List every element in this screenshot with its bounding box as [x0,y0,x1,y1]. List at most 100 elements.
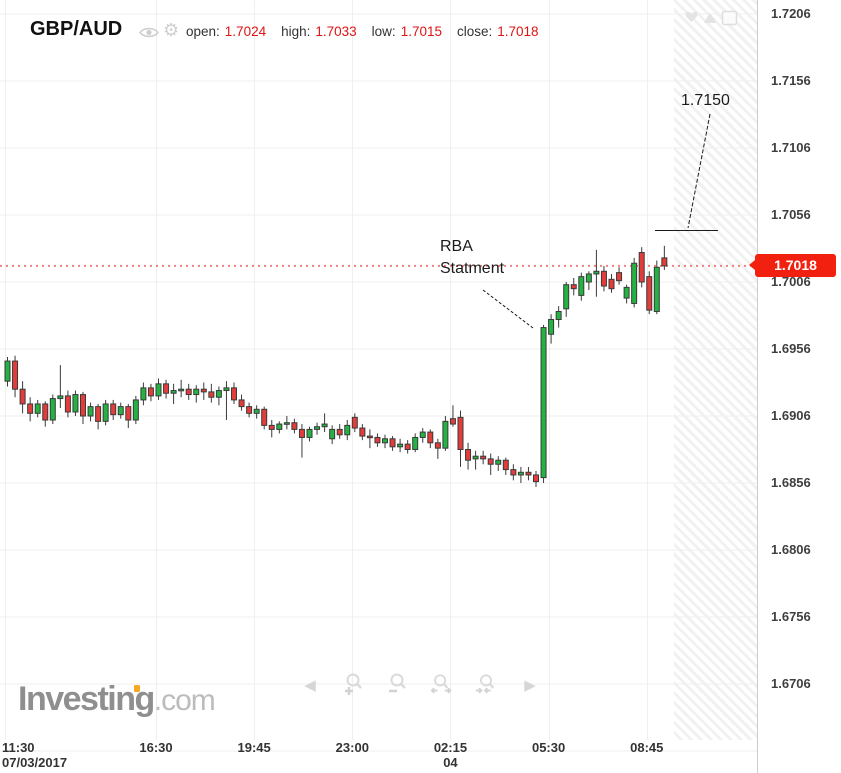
time-axis-label: 23:00 [335,740,369,755]
candle [276,423,283,430]
candle [208,391,215,398]
price-axis-label: 1.7106 [771,140,811,155]
candle [268,424,275,430]
candle [238,399,245,408]
time-axis-label: 02:15 04 [433,740,468,770]
rba-statement-annotation[interactable]: RBA Statment [440,238,505,277]
candle [517,471,524,476]
candle [110,403,117,416]
ohlc-high: high: 1.7033 [281,24,357,39]
candle [351,416,358,429]
candle [638,252,645,283]
zoom-contract-range-icon[interactable] [474,672,498,698]
candle [389,438,396,448]
zoom-out-icon[interactable] [386,672,410,698]
candle [480,455,487,460]
candle [374,436,381,444]
candle [231,387,237,401]
target-price-annotation[interactable]: 1.7150 [681,92,730,109]
candle [314,426,321,430]
candle [19,388,26,405]
candle [42,403,49,421]
candle [200,388,207,393]
pan-left-icon[interactable]: ◀ [304,676,316,694]
arrow-up-icon[interactable] [702,11,718,30]
candle [49,398,56,421]
chart-corner-controls [684,10,738,31]
price-axis-label: 1.7206 [771,6,811,21]
candle [321,423,328,428]
candle [359,427,366,437]
candle [427,431,434,444]
ohlc-close: close: 1.7018 [456,24,539,39]
candle [163,383,170,394]
candle [585,273,592,283]
heart-icon[interactable] [684,11,699,30]
candle [540,327,547,479]
candle [502,459,509,471]
candle [147,387,154,397]
candle [125,406,132,421]
candle [555,310,562,321]
candle [442,420,449,449]
candle [261,408,268,426]
gear-icon[interactable]: ⚙ [163,20,180,41]
candle [623,286,630,299]
time-axis-label: 19:45 [237,740,271,755]
symbol-title: GBP/AUD [30,18,123,40]
candle [578,276,585,296]
candle [34,403,41,414]
candle [487,458,494,465]
candle [533,474,539,483]
candle [155,383,162,397]
price-axis-label: 1.6756 [771,609,811,624]
candle [397,443,404,448]
candle [382,438,388,444]
candle [653,266,660,312]
candle [72,394,79,413]
candle [608,278,615,290]
candle [12,360,19,390]
candle [4,360,11,382]
candle [140,387,147,401]
candle [495,459,502,465]
time-axis-label: 08:45 [630,740,664,755]
candle [193,388,200,396]
candle [223,387,230,392]
candle [510,469,517,476]
gridlines [0,0,757,752]
eye-icon[interactable] [138,26,160,44]
expand-square-icon[interactable] [721,10,738,31]
candle [593,270,600,275]
candle [253,408,260,414]
candle [616,272,623,282]
candle [472,455,479,460]
logo-text: Investing [18,680,155,718]
zoom-in-icon[interactable] [342,672,366,698]
price-axis-label: 1.6806 [771,542,811,557]
candle [95,406,102,422]
candle [525,471,532,476]
candle [57,395,64,400]
candle [465,449,472,461]
candle [298,428,305,438]
candle [570,284,577,290]
candle [646,276,653,311]
candle [366,435,373,439]
candlestick-chart[interactable] [0,0,757,773]
price-axis-border [757,0,758,773]
zoom-expand-range-icon[interactable] [430,672,454,698]
investing-watermark: Investing.com [18,680,216,719]
chart-toolbar: ◀ [298,672,542,698]
candle [329,428,336,440]
time-axis-sublabel: 07/03/2017 [2,755,68,770]
chart-header: GBP/AUD ⚙ open: 1.7024 high: 1.7033 low:… [0,0,757,48]
time-axis-sublabel: 04 [443,755,458,770]
candle [412,436,419,451]
candle [246,406,253,414]
candle [27,403,34,414]
price-axis-label: 1.6856 [771,475,811,490]
candle [64,395,71,413]
candle [178,388,185,392]
pan-right-icon[interactable]: ▶ [524,676,536,694]
